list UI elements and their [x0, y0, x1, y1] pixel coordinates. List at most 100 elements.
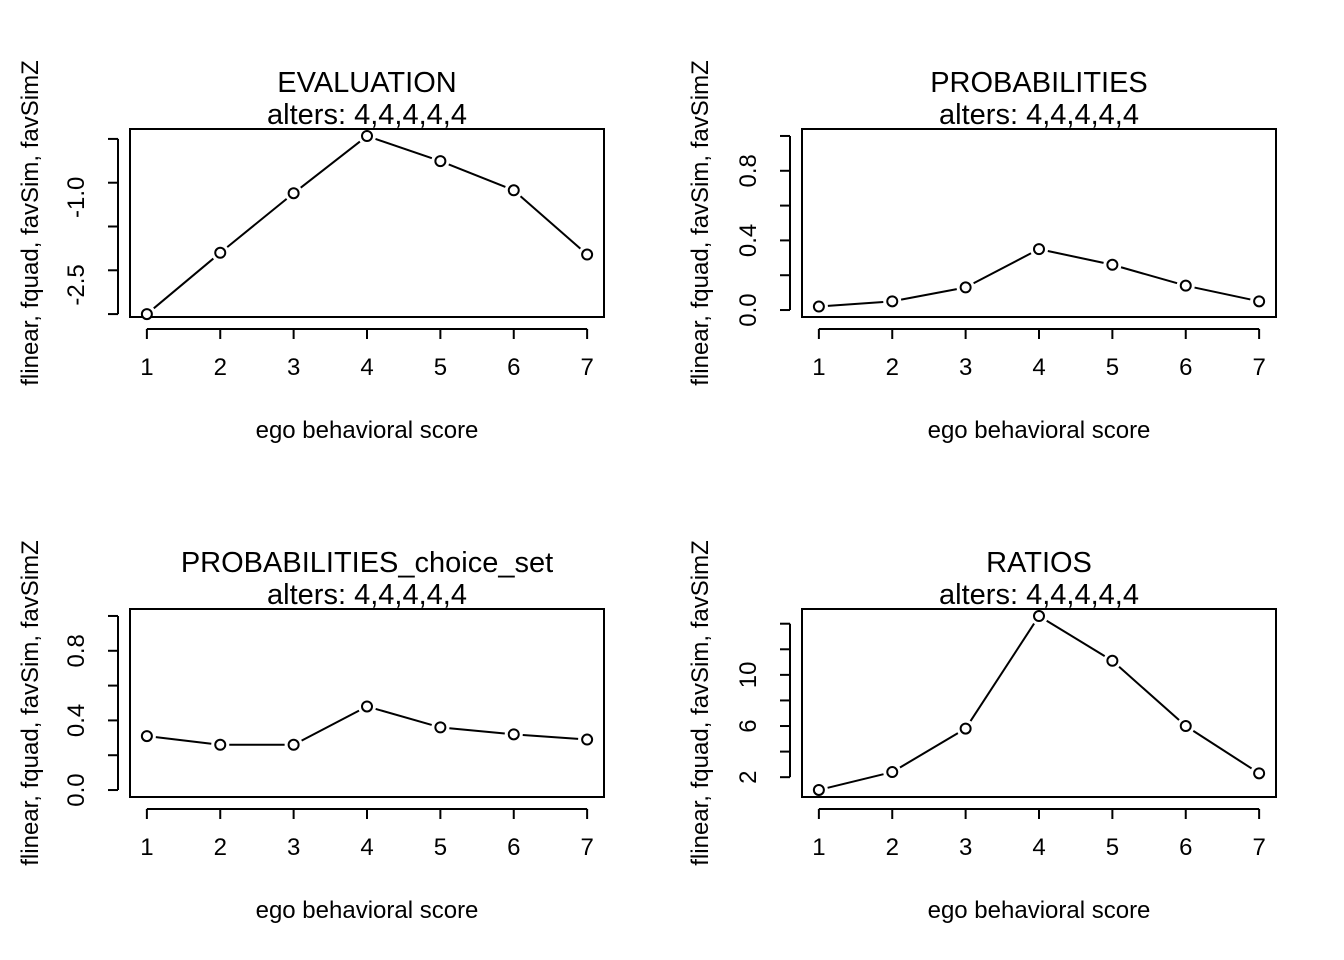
x-tick-label: 1 [812, 834, 825, 861]
series-line-segment [519, 195, 582, 250]
x-tick-label: 6 [507, 354, 520, 381]
series-line-segment [1047, 250, 1104, 264]
series-line-segment [899, 732, 959, 769]
data-point [1179, 279, 1192, 292]
x-tick-label: 5 [1106, 834, 1119, 861]
x-tick-label: 6 [1179, 834, 1192, 861]
chart-title: RATIOS [986, 547, 1092, 579]
x-tick-label: 5 [1106, 354, 1119, 381]
chart-subtitle: alters: 4,4,4,4,4 [939, 579, 1139, 611]
x-tick-label: 3 [959, 354, 972, 381]
y-tick-label: 2 [735, 770, 762, 783]
x-tick-label: 2 [886, 354, 899, 381]
y-tick-label: 0.4 [735, 224, 762, 257]
plot-frame [129, 608, 605, 798]
series-line-segment [827, 773, 884, 789]
x-tick-label: 6 [1179, 354, 1192, 381]
data-point [886, 766, 899, 779]
data-point [1253, 295, 1266, 308]
y-axis-label: flinear, fquad, favSim, favSimZ [687, 540, 714, 865]
x-tick-label: 3 [959, 834, 972, 861]
series-line-segment [522, 733, 579, 740]
data-point [214, 738, 227, 751]
data-point [1106, 654, 1119, 667]
x-tick-label: 3 [287, 354, 300, 381]
x-axis-label: ego behavioral score [256, 417, 479, 444]
x-axis-label: ego behavioral score [256, 897, 479, 924]
series-line-segment [827, 300, 884, 307]
series-line-segment [969, 623, 1035, 722]
data-point [507, 184, 520, 197]
x-tick-label: 2 [214, 834, 227, 861]
chart-title: PROBABILITIES_choice_set [181, 547, 553, 579]
data-point [214, 246, 227, 259]
x-tick-label: 7 [1252, 834, 1265, 861]
plot-frame [129, 128, 605, 318]
y-axis-label: flinear, fquad, favSim, favSimZ [687, 60, 714, 385]
series-line-segment [1194, 286, 1251, 301]
data-point [434, 721, 447, 734]
y-tick-label: 6 [735, 719, 762, 732]
data-point [959, 722, 972, 735]
series-line-segment [300, 140, 361, 189]
x-tick-label: 1 [140, 834, 153, 861]
x-axis-label: ego behavioral score [928, 417, 1151, 444]
chart-subtitle: alters: 4,4,4,4,4 [267, 99, 467, 131]
data-point [1253, 767, 1266, 780]
data-point [1179, 720, 1192, 733]
series-line-segment [226, 198, 288, 248]
series-line-segment [973, 252, 1032, 285]
x-tick-label: 3 [287, 834, 300, 861]
x-tick-label: 4 [360, 354, 373, 381]
data-point [287, 738, 300, 751]
data-point [361, 700, 373, 713]
series-line-segment [1120, 266, 1178, 285]
x-tick-label: 1 [140, 354, 153, 381]
series-line-segment [1192, 730, 1253, 770]
chart-subtitle: alters: 4,4,4,4,4 [267, 579, 467, 611]
y-tick-label: 10 [735, 662, 762, 689]
y-tick-label: 0.0 [63, 773, 90, 806]
series-line-segment [375, 137, 433, 160]
x-tick-label: 7 [580, 834, 593, 861]
data-point [812, 783, 825, 796]
data-point [1106, 258, 1119, 271]
x-axis-label: ego behavioral score [928, 897, 1151, 924]
data-point [1033, 610, 1045, 623]
series-line-segment [1118, 666, 1180, 721]
data-point [581, 248, 594, 261]
data-point [140, 308, 153, 321]
y-tick-label: 0.4 [63, 704, 90, 737]
series-line-segment [153, 257, 214, 310]
data-point [812, 300, 825, 313]
x-tick-label: 5 [434, 834, 447, 861]
x-tick-label: 4 [1032, 354, 1045, 381]
data-point [581, 733, 594, 746]
x-tick-label: 6 [507, 834, 520, 861]
data-point [287, 187, 300, 200]
plot-frame [801, 128, 1277, 318]
series-line-segment [1046, 619, 1106, 657]
y-tick-label: 0.8 [63, 634, 90, 667]
y-tick-label: 0.0 [735, 293, 762, 326]
series-line-segment [900, 288, 957, 301]
data-point [361, 130, 373, 143]
plot-frame [801, 608, 1277, 798]
series-line-segment [375, 707, 432, 726]
data-point [1033, 243, 1045, 256]
y-tick-label: -1.0 [63, 177, 90, 218]
y-tick-label: -2.5 [63, 264, 90, 305]
series-line-segment [449, 727, 505, 735]
chart-title: EVALUATION [277, 67, 456, 99]
x-tick-label: 4 [1032, 834, 1045, 861]
y-axis-label: flinear, fquad, favSim, favSimZ [17, 540, 44, 865]
x-tick-label: 7 [580, 354, 593, 381]
series-line-segment [155, 736, 212, 745]
data-point [434, 155, 447, 168]
data-point [507, 728, 520, 741]
